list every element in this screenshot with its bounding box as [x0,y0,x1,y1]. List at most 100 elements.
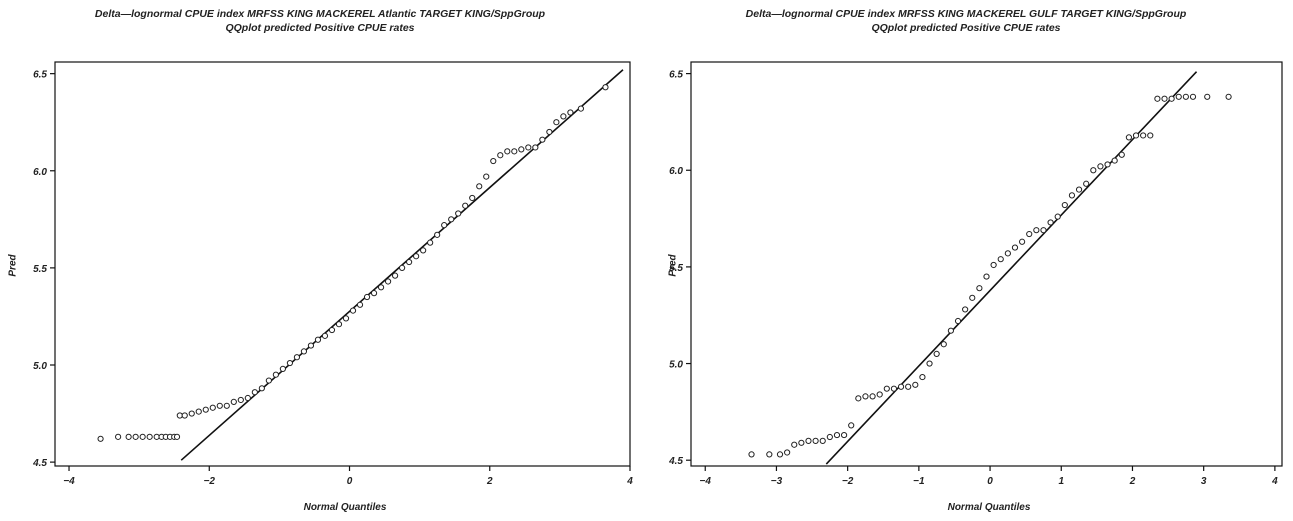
plot-frame [54,61,631,467]
chart-panel-atlantic: Delta—lognormal CPUE index MRFSS KING MA… [0,0,640,521]
data-point [314,336,322,343]
data-point [1040,227,1047,234]
data-point [469,194,476,202]
data-point [532,144,539,151]
data-point [363,293,371,301]
chart-title: Delta—lognormal CPUE index MRFSS KING MA… [94,8,546,20]
reference-line [825,71,1198,465]
x-tick-label: −1 [913,476,925,487]
data-point [434,231,441,238]
data-point [1026,230,1033,238]
data-point [1225,93,1232,100]
data-point [265,377,272,384]
y-tick-label: 5.5 [33,264,47,275]
data-point [890,385,898,392]
data-point [497,152,504,159]
data-point [195,408,202,415]
data-point [784,449,791,456]
data-point [539,136,546,143]
data-point [983,273,990,280]
data-point [1083,180,1090,187]
data-point [483,173,490,180]
y-tick-label: 6.0 [33,167,47,178]
data-point [223,402,230,409]
data-point [406,258,413,266]
data-point [912,381,919,388]
chart-title: Delta—lognormal CPUE index MRFSS KING MA… [745,8,1187,20]
x-tick-label: 0 [347,476,353,487]
data-point [1019,238,1026,245]
x-tick-label: 0 [987,476,993,487]
data-point [342,315,350,322]
data-point [173,433,181,440]
data-point [791,441,798,448]
x-tick-label: 3 [1201,476,1207,487]
data-point [976,285,983,292]
data-point [370,290,378,297]
x-tick-label: −2 [842,476,854,487]
data-point [553,119,560,126]
y-tick-label: 5.0 [669,360,683,371]
x-tick-label: −3 [771,476,783,487]
data-point [132,433,139,440]
data-point [328,326,336,334]
data-point [766,451,773,458]
data-point [1118,151,1125,158]
data-point [1104,161,1111,168]
data-point [826,433,833,441]
data-point [1111,157,1118,164]
y-tick-label: 5.5 [669,263,683,274]
data-point [251,389,258,396]
data-point [307,342,315,349]
x-axis-label: Normal Quantiles [303,502,387,513]
data-point [962,306,969,313]
data-point [377,284,385,291]
x-axis-label: Normal Quantiles [947,502,1031,513]
data-point [258,385,265,392]
data-point [391,272,399,279]
data-point [1175,93,1182,100]
data-point [1090,167,1097,174]
data-point [1068,192,1076,199]
data-point [748,451,755,458]
data-point [1033,227,1040,234]
plot-frame [690,61,1283,467]
data-point [1061,201,1068,209]
data-point [997,256,1004,263]
x-tick-label: 4 [1271,476,1278,487]
data-point [399,264,406,271]
data-point [577,105,585,112]
data-point [125,433,132,440]
data-point [209,404,216,411]
data-point [1168,95,1175,102]
y-tick-label: 5.0 [33,361,47,372]
data-point [272,371,279,378]
data-point [286,359,294,367]
data-point [237,396,244,404]
data-point [1204,93,1211,100]
data-point [1147,132,1154,139]
data-point [560,113,567,120]
data-point [525,144,532,151]
data-point [321,332,329,339]
y-tick-label: 6.5 [669,70,683,81]
data-point [427,239,434,246]
data-point [413,253,420,260]
x-tick-label: 1 [1058,476,1064,487]
chart-panel-gulf: Delta—lognormal CPUE index MRFSS KING MA… [646,0,1286,521]
data-point [869,393,876,400]
data-point [933,350,940,357]
data-point [798,439,805,446]
data-point [546,128,553,136]
data-point [776,451,784,458]
data-point [1047,219,1054,226]
data-point [115,433,122,440]
data-point [969,294,976,301]
data-point [188,410,195,417]
chart-subtitle: QQplot predicted Positive CPUE rates [225,22,415,34]
data-point [1140,132,1147,139]
data-point [146,433,153,440]
data-point [504,148,511,155]
data-point [805,437,812,444]
data-point [862,393,869,400]
